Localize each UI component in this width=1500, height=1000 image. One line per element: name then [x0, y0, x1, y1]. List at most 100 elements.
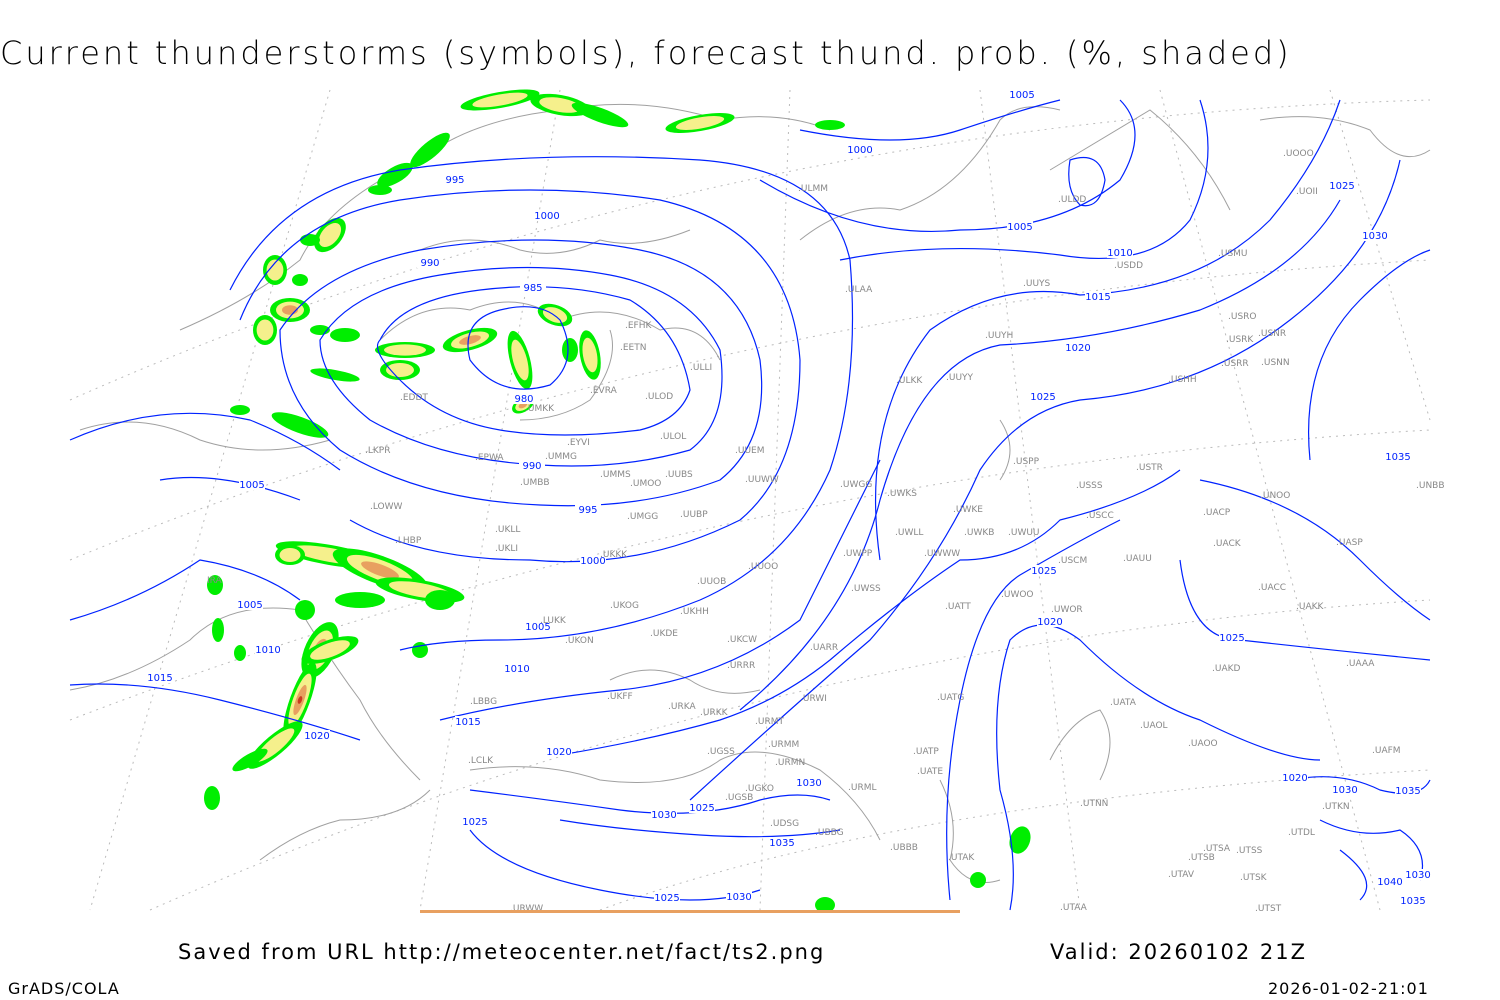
thunderstorm-probability-area: [256, 319, 274, 341]
station-label: .UACK: [1213, 539, 1242, 549]
thunderstorm-probability-area: [1009, 826, 1031, 854]
station-label: .USPP: [1013, 457, 1040, 467]
isobar-label: 1005: [237, 600, 262, 611]
isobar-label: 1025: [1031, 566, 1056, 577]
station-label: .UTSS: [1236, 846, 1263, 856]
isobar-label: 1030: [1405, 870, 1430, 881]
station-label: .UGSB: [725, 793, 753, 803]
isobar-label: 995: [445, 175, 464, 186]
isobar-label: 1030: [651, 810, 676, 821]
station-label: .UMOO: [630, 479, 661, 489]
isobar-label: 1015: [1085, 292, 1110, 303]
station-label: .UWOO: [1001, 590, 1034, 600]
station-label: .UKON: [565, 636, 594, 646]
station-label: .UWKS: [887, 489, 917, 499]
isobar-label: 1020: [1037, 617, 1062, 628]
station-label: .UUWW: [745, 475, 779, 485]
station-label: .UOII: [1296, 187, 1318, 197]
thunderstorm-probability-area: [330, 328, 360, 342]
isobar-label: 1005: [1007, 222, 1032, 233]
station-label: .UATA: [1110, 698, 1137, 708]
station-label: .UAFM: [1372, 746, 1401, 756]
isobar-label: 1005: [1009, 90, 1034, 101]
station-label: .UATG: [937, 693, 964, 703]
station-label: .URML: [848, 783, 876, 793]
station-label: .UARR: [810, 643, 838, 653]
thunderstorm-probability-area: [266, 259, 284, 281]
station-label: .USNR: [1258, 329, 1286, 339]
station-label: .UATP: [913, 747, 939, 757]
station-label: .UWKB: [964, 528, 994, 538]
thunderstorm-probability-area: [292, 274, 308, 286]
station-label: .UAUU: [1123, 554, 1152, 564]
station-label: .LCLK: [468, 756, 494, 766]
station-label: .UUBS: [665, 470, 693, 480]
station-label: .UTST: [1255, 904, 1282, 914]
station-label: .UTAA: [1060, 903, 1088, 913]
software-credit: GrADS/COLA: [8, 979, 120, 998]
thunderstorm-probability-area: [361, 561, 399, 579]
thunderstorm-probability-area: [310, 368, 360, 382]
station-label: .UAOL: [1140, 721, 1168, 731]
station-label: .UDSG: [770, 819, 799, 829]
isobar-label: 1030: [726, 892, 751, 903]
station-label: .UUYS: [1023, 279, 1051, 289]
station-label: .USMU: [1218, 249, 1248, 259]
isobar-label: 1020: [546, 747, 571, 758]
station-label: .USTR: [1136, 463, 1163, 473]
station-label: .ULKK: [896, 376, 923, 386]
thunderstorm-probability-area: [212, 618, 224, 642]
isobar-label: 1020: [304, 731, 329, 742]
thunderstorm-probability-area: [297, 696, 303, 704]
station-label: .UKFF: [607, 692, 633, 702]
station-label: .URKK: [700, 708, 729, 718]
thunderstorm-probability-area: [318, 222, 342, 248]
isobar-label: 1035: [769, 838, 794, 849]
thunderstorm-probability-area: [459, 335, 481, 345]
map-title: Current thunderstorms (symbols), forecas…: [0, 34, 1292, 72]
station-label: .UAAA: [1346, 659, 1375, 669]
station-label: .UACP: [1203, 508, 1231, 518]
station-label: .UUEM: [735, 446, 765, 456]
station-label: .URMM: [768, 740, 799, 750]
isobar-label: 1025: [1219, 633, 1244, 644]
station-label: .UUYY: [946, 373, 974, 383]
station-label: .UWOR: [1051, 605, 1083, 615]
thunderstorm-probability-area: [295, 600, 315, 620]
station-label: .UUOB: [697, 577, 726, 587]
station-label: .UTAK: [948, 853, 975, 863]
station-label: .UWUU: [1008, 528, 1040, 538]
isobar-label: 1025: [689, 803, 714, 814]
isobar-label: 1040: [1377, 877, 1402, 888]
thunderstorm-probability-area: [279, 548, 301, 562]
station-label: .UWKE: [953, 505, 983, 515]
station-label: .UNBB: [1416, 481, 1445, 491]
isobar-label: 990: [522, 461, 541, 472]
station-label: .UAKK: [1296, 602, 1325, 612]
thunderstorm-probability-area: [230, 405, 250, 415]
station-label: .UATT: [945, 602, 971, 612]
station-label: .ULMM: [798, 184, 828, 194]
station-label: .URMN: [775, 758, 805, 768]
station-label: .UWLL: [895, 528, 923, 538]
station-label: .USRO: [1228, 312, 1257, 322]
station-label: .UKCW: [727, 635, 757, 645]
coastlines: [69, 103, 1431, 883]
isobar-label: 1000: [847, 145, 872, 156]
station-label: .UTKN: [1322, 802, 1350, 812]
station-label: .USRK: [1226, 335, 1254, 345]
station-label: .UWWW: [924, 549, 960, 559]
thunderstorm-probability-area: [310, 640, 350, 660]
isobar-label: 1030: [796, 778, 821, 789]
thunderstorm-probability-area: [582, 337, 598, 373]
thunderstorm-probability-area: [271, 412, 329, 438]
thunderstorm-probability-area: [207, 575, 223, 595]
station-label: .UWSS: [851, 584, 881, 594]
station-label: .UTSB: [1188, 853, 1215, 863]
station-label: .UNOO: [1260, 491, 1290, 501]
station-label: .ULLI: [690, 363, 712, 373]
thunderstorm-probability-area: [562, 338, 578, 362]
thunderstorm-probability-area: [970, 872, 986, 888]
thunderstorm-probability-area: [410, 132, 450, 168]
